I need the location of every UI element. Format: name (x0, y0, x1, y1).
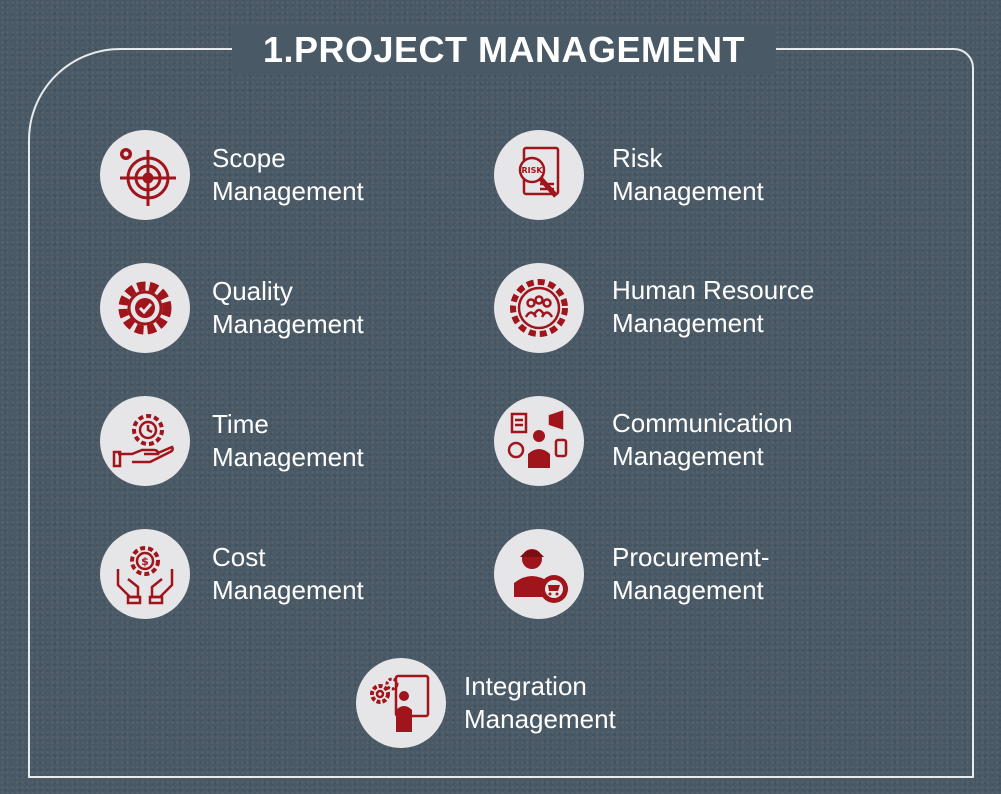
risk-management-label: Risk Management (612, 143, 764, 206)
page-title: 1.PROJECT MANAGEMENT (262, 29, 746, 70)
team-gear-icon (494, 263, 584, 353)
gear-check-icon (100, 263, 190, 353)
svg-text:$: $ (141, 555, 149, 568)
risk-magnifier-icon: RISK (494, 130, 584, 220)
dollar-hands-icon: $ (100, 529, 190, 619)
cost-management-label: Cost Management (212, 542, 364, 605)
procurement-management-label: Procurement- Management (612, 542, 770, 605)
title-background (232, 26, 776, 74)
integration-management-label: Integration Management (464, 671, 616, 734)
megaphone-person-icon (494, 396, 584, 486)
time-management-label: Time Management (212, 409, 364, 472)
communication-management-label: Communication Management (612, 408, 793, 471)
clock-hand-icon (100, 396, 190, 486)
quality-management-label: Quality Management (212, 276, 364, 339)
svg-text:RISK: RISK (521, 166, 543, 175)
human-resource-management-label: Human Resource Management (612, 275, 815, 338)
person-cart-gear-icon (494, 529, 584, 619)
person-gears-icon (356, 658, 446, 748)
target-gear-icon (100, 130, 190, 220)
scope-management-label: Scope Management (212, 143, 364, 206)
